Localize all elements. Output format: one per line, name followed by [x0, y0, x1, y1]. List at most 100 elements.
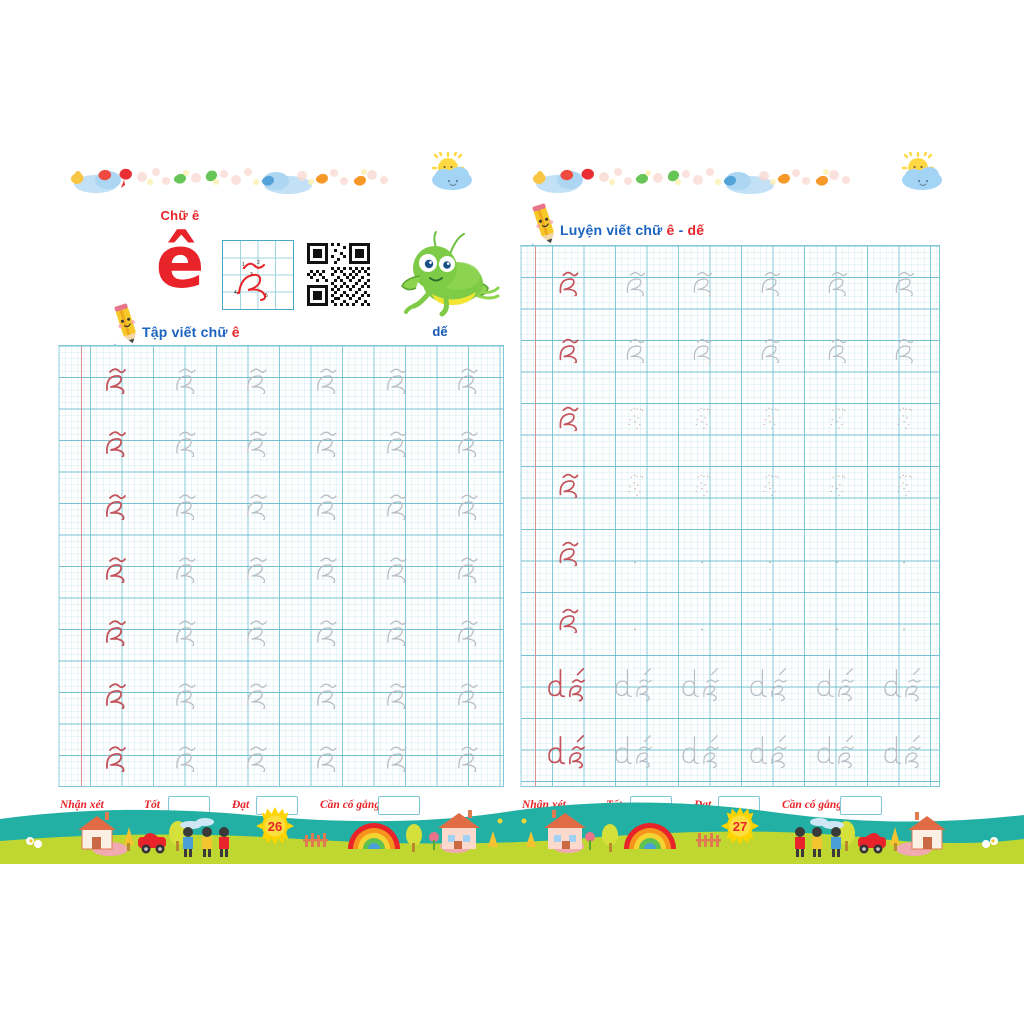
practice-glyph-cell[interactable] [151, 535, 221, 598]
practice-glyph-cell[interactable] [292, 346, 362, 409]
practice-row[interactable] [521, 516, 939, 584]
practice-row[interactable] [59, 723, 503, 786]
practice-glyph-cell[interactable] [804, 719, 871, 787]
practice-glyph-cell[interactable] [804, 314, 871, 382]
practice-glyph-cell[interactable] [804, 516, 871, 584]
practice-glyph-cell[interactable] [362, 723, 432, 786]
model-glyph-cell[interactable] [535, 584, 602, 652]
model-glyph-cell[interactable] [81, 723, 151, 786]
practice-row[interactable] [521, 449, 939, 517]
practice-glyph-cell[interactable] [737, 449, 804, 517]
practice-glyph-cell[interactable] [737, 719, 804, 787]
practice-glyph-cell[interactable] [362, 346, 432, 409]
practice-glyph-cell[interactable] [602, 584, 669, 652]
practice-row[interactable] [521, 651, 939, 719]
qr-code-icon[interactable] [307, 243, 370, 306]
practice-glyph-cell[interactable] [292, 660, 362, 723]
practice-row[interactable] [521, 381, 939, 449]
model-glyph-cell[interactable] [535, 381, 602, 449]
practice-glyph-cell[interactable] [151, 723, 221, 786]
practice-glyph-cell[interactable] [804, 584, 871, 652]
practice-glyph-cell[interactable] [433, 660, 503, 723]
practice-row[interactable] [521, 314, 939, 382]
practice-glyph-cell[interactable] [670, 516, 737, 584]
practice-glyph-cell[interactable] [670, 584, 737, 652]
practice-row[interactable] [59, 346, 503, 409]
practice-glyph-cell[interactable] [872, 516, 939, 584]
practice-glyph-cell[interactable] [222, 597, 292, 660]
model-glyph-cell[interactable] [535, 314, 602, 382]
practice-glyph-cell[interactable] [602, 314, 669, 382]
practice-glyph-cell[interactable] [602, 381, 669, 449]
practice-glyph-cell[interactable] [151, 346, 221, 409]
model-glyph-cell[interactable] [535, 246, 602, 314]
practice-glyph-cell[interactable] [670, 719, 737, 787]
practice-glyph-cell[interactable] [362, 409, 432, 472]
writing-grid-right[interactable] [520, 245, 940, 787]
practice-glyph-cell[interactable] [872, 449, 939, 517]
practice-glyph-cell[interactable] [602, 719, 669, 787]
model-glyph-cell[interactable] [81, 535, 151, 598]
practice-glyph-cell[interactable] [872, 314, 939, 382]
practice-row[interactable] [521, 719, 939, 787]
practice-glyph-cell[interactable] [292, 723, 362, 786]
practice-glyph-cell[interactable] [151, 409, 221, 472]
practice-glyph-cell[interactable] [602, 651, 669, 719]
practice-glyph-cell[interactable] [151, 597, 221, 660]
model-glyph-cell[interactable] [535, 719, 602, 787]
model-glyph-cell[interactable] [81, 409, 151, 472]
practice-glyph-cell[interactable] [362, 535, 432, 598]
practice-row[interactable] [521, 246, 939, 314]
practice-glyph-cell[interactable] [292, 409, 362, 472]
assessment-checkbox-can-co-gang[interactable] [378, 796, 420, 815]
practice-glyph-cell[interactable] [222, 346, 292, 409]
practice-glyph-cell[interactable] [362, 660, 432, 723]
model-glyph-cell[interactable] [81, 472, 151, 535]
practice-glyph-cell[interactable] [292, 472, 362, 535]
model-glyph-cell[interactable] [81, 660, 151, 723]
practice-glyph-cell[interactable] [602, 246, 669, 314]
practice-glyph-cell[interactable] [737, 314, 804, 382]
model-glyph-cell[interactable] [535, 449, 602, 517]
practice-glyph-cell[interactable] [151, 472, 221, 535]
practice-glyph-cell[interactable] [804, 449, 871, 517]
practice-glyph-cell[interactable] [433, 597, 503, 660]
practice-glyph-cell[interactable] [602, 449, 669, 517]
practice-glyph-cell[interactable] [737, 381, 804, 449]
practice-row[interactable] [521, 584, 939, 652]
practice-glyph-cell[interactable] [292, 535, 362, 598]
assessment-checkbox-can-co-gang[interactable] [840, 796, 882, 815]
practice-glyph-cell[interactable] [737, 584, 804, 652]
practice-glyph-cell[interactable] [670, 381, 737, 449]
practice-glyph-cell[interactable] [151, 660, 221, 723]
practice-glyph-cell[interactable] [222, 660, 292, 723]
practice-row[interactable] [59, 597, 503, 660]
practice-glyph-cell[interactable] [222, 409, 292, 472]
practice-glyph-cell[interactable] [433, 535, 503, 598]
practice-glyph-cell[interactable] [872, 246, 939, 314]
practice-glyph-cell[interactable] [362, 597, 432, 660]
practice-glyph-cell[interactable] [872, 719, 939, 787]
practice-glyph-cell[interactable] [737, 246, 804, 314]
practice-glyph-cell[interactable] [872, 651, 939, 719]
practice-glyph-cell[interactable] [433, 409, 503, 472]
practice-glyph-cell[interactable] [804, 246, 871, 314]
practice-glyph-cell[interactable] [737, 651, 804, 719]
practice-glyph-cell[interactable] [804, 381, 871, 449]
model-glyph-cell[interactable] [535, 651, 602, 719]
practice-glyph-cell[interactable] [433, 346, 503, 409]
practice-glyph-cell[interactable] [362, 472, 432, 535]
practice-glyph-cell[interactable] [602, 516, 669, 584]
practice-row[interactable] [59, 535, 503, 598]
practice-glyph-cell[interactable] [433, 472, 503, 535]
practice-glyph-cell[interactable] [222, 535, 292, 598]
practice-glyph-cell[interactable] [872, 584, 939, 652]
practice-row[interactable] [59, 409, 503, 472]
practice-glyph-cell[interactable] [670, 651, 737, 719]
practice-row[interactable] [59, 660, 503, 723]
practice-glyph-cell[interactable] [222, 723, 292, 786]
practice-glyph-cell[interactable] [292, 597, 362, 660]
writing-grid-left[interactable] [58, 345, 504, 787]
practice-row[interactable] [59, 472, 503, 535]
practice-glyph-cell[interactable] [670, 314, 737, 382]
